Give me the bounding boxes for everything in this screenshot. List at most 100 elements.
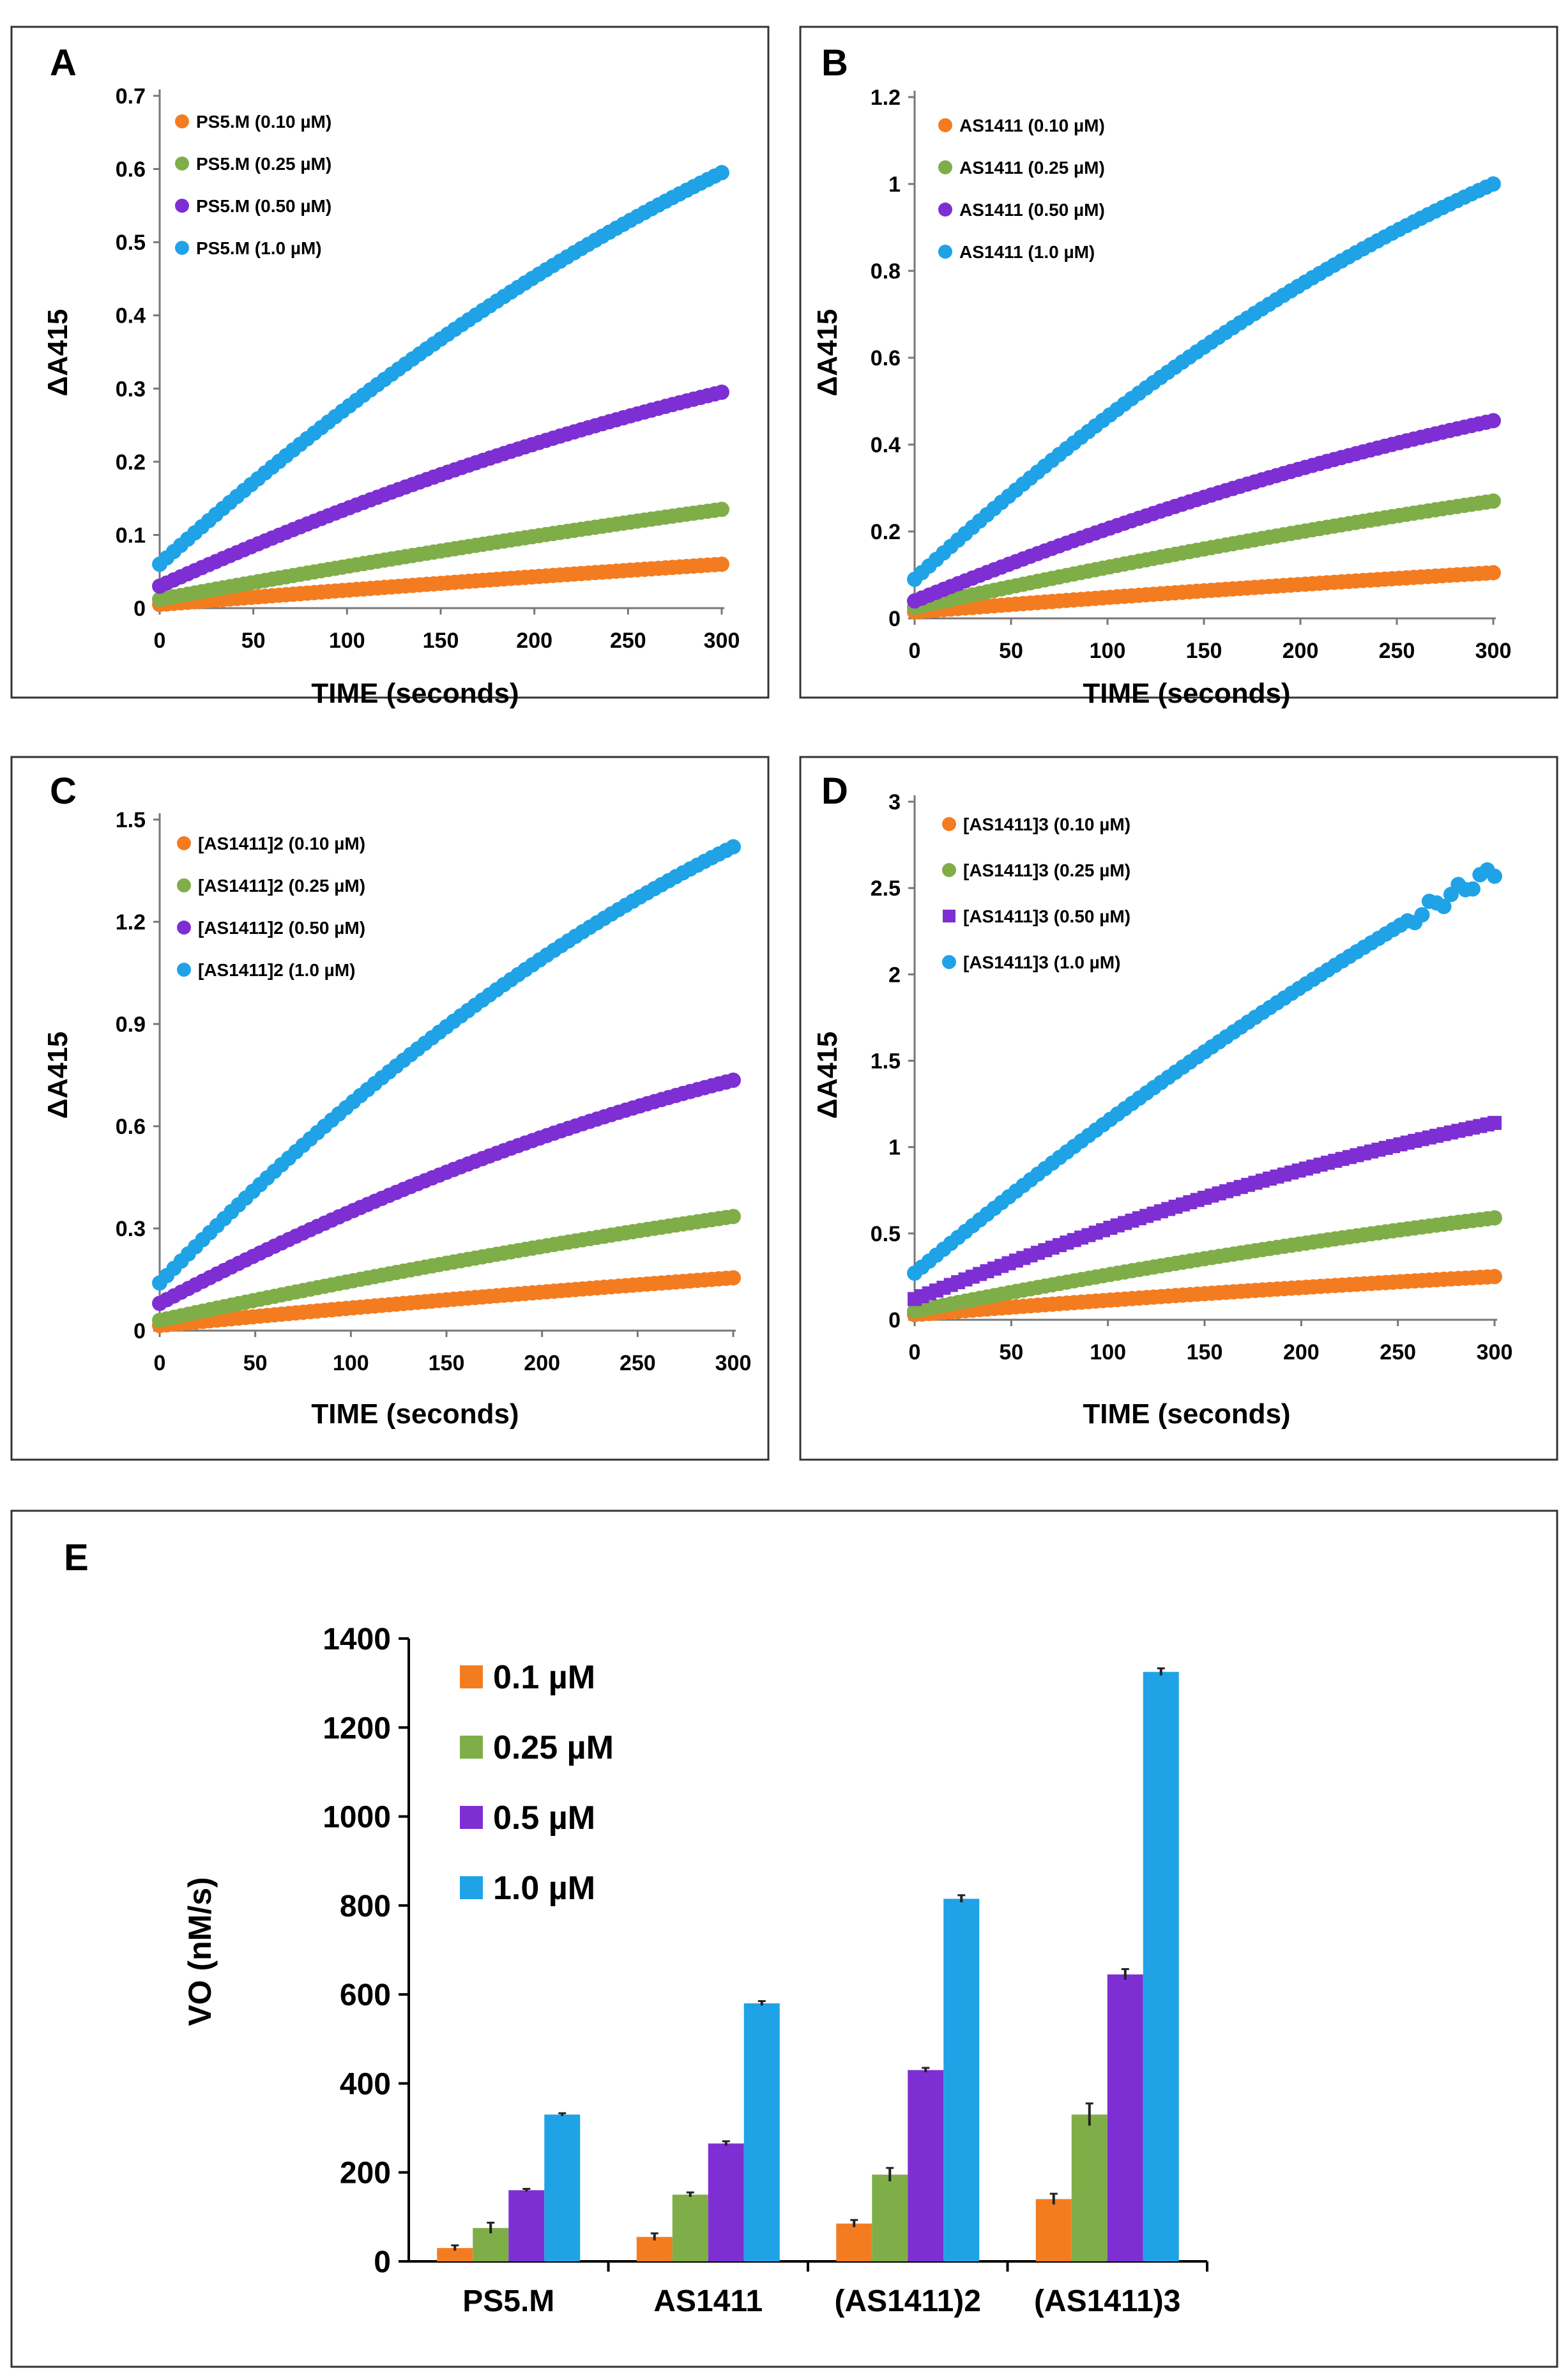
legend-marker (460, 1665, 483, 1688)
legend-label: AS1411 (0.10 µM) (959, 116, 1105, 135)
panel-letter: D (821, 770, 848, 812)
bar (672, 2194, 708, 2261)
legend-label: PS5.M (0.10 µM) (196, 112, 331, 132)
legend-label: [AS1411]2 (0.25 µM) (198, 876, 365, 896)
legend: AS1411 (0.10 µM) AS1411 (0.25 µM) AS1411 (… (938, 116, 1105, 262)
y-tick-label: 1 (888, 172, 901, 197)
x-tick-label: 200 (1283, 1340, 1320, 1364)
legend-marker (175, 241, 189, 255)
data-point (1487, 1210, 1502, 1226)
x-category-label: (AS1411)3 (1034, 2284, 1180, 2318)
y-tick-label: 0.4 (871, 433, 901, 457)
legend-label: [AS1411]2 (1.0 µM) (198, 960, 355, 980)
legend-marker (938, 245, 952, 259)
legend-label: [AS1411]3 (0.10 µM) (963, 814, 1130, 834)
series-as1411-2-0-10-m (152, 1270, 741, 1333)
panel-letter: B (821, 42, 848, 84)
y-tick-label: 0.6 (116, 1115, 146, 1139)
data-point (726, 839, 741, 855)
y-tick-label: 0.2 (871, 520, 901, 544)
y-axis-title: ΔA415 (42, 1032, 73, 1119)
legend-marker (177, 921, 191, 935)
y-tick-label: 1.5 (871, 1050, 901, 1074)
x-axis-title: TIME (seconds) (311, 678, 519, 709)
bar (473, 2228, 509, 2261)
x-tick-label: 0 (154, 1351, 166, 1375)
data-point (1486, 565, 1501, 581)
y-tick-label: 0 (888, 607, 901, 631)
series-as1411-3-0-10-m (907, 1269, 1502, 1322)
y-tick-label: 0.3 (116, 1217, 146, 1241)
y-tick-label: 0 (374, 2245, 391, 2279)
x-tick-label: 50 (243, 1351, 268, 1375)
legend-label: [AS1411]3 (1.0 µM) (963, 952, 1120, 972)
series-as1411-2-1-0-m (152, 839, 741, 1291)
y-tick-label: 0.3 (116, 377, 146, 401)
x-tick-label: 0 (909, 1340, 921, 1364)
x-axis-title: TIME (seconds) (311, 1398, 519, 1430)
x-tick-label: 100 (333, 1351, 369, 1375)
legend: [AS1411]3 (0.10 µM) [AS1411]3 (0.25 µM) [A… (942, 814, 1130, 972)
x-tick-label: 0 (154, 629, 166, 653)
legend: PS5.M (0.10 µM) PS5.M (0.25 µM) PS5.M (0.5… (175, 112, 331, 258)
data-point (714, 165, 729, 181)
y-tick-label: 800 (340, 1890, 391, 1923)
x-tick-label: 250 (610, 629, 646, 653)
x-tick-label: 50 (999, 639, 1023, 663)
panel-a: A 0 0.1 0.2 0.3 0.4 0.5 0.6 0.7 0 50 100 150 200 250 30… (10, 26, 770, 709)
y-tick-label: 2.5 (871, 876, 901, 901)
bar (544, 2114, 581, 2261)
legend-marker (938, 203, 952, 217)
data-point (1465, 881, 1480, 897)
panel-letter: C (50, 770, 77, 812)
panel-frame (10, 756, 770, 1461)
panel-d: D 0 0.5 1 1.5 2 2.5 3 0 50 100 150 200 250 300 TIME (se… (799, 756, 1558, 1461)
x-category-label: AS1411 (653, 2284, 763, 2318)
y-tick-label: 0.5 (116, 231, 146, 255)
y-tick-label: 2 (888, 963, 901, 987)
series-as1411-3-0-50-m (908, 1115, 1502, 1306)
legend-marker (943, 910, 955, 922)
x-tick-label: 150 (1186, 639, 1222, 663)
y-tick-label: 0 (133, 597, 146, 621)
panel-e: E 0 200 400 600 800 1000 1200 1400 PS5.M AS1411 (AS… (10, 1510, 1558, 2368)
legend-marker (942, 817, 956, 831)
y-tick-label: 0.2 (116, 450, 146, 475)
bar (1071, 2114, 1107, 2261)
bar (437, 2248, 473, 2261)
x-tick-label: 150 (429, 1351, 465, 1375)
y-tick-label: 1400 (323, 1623, 391, 1656)
bar (908, 2070, 944, 2261)
panel-letter: A (50, 42, 77, 84)
x-axis-title: TIME (seconds) (1083, 1398, 1290, 1430)
bar (872, 2174, 908, 2261)
x-axis-title: TIME (seconds) (1083, 678, 1290, 709)
y-axis-title: ΔA415 (42, 309, 73, 397)
data-point (1486, 493, 1501, 509)
y-tick-label: 0.6 (871, 346, 901, 371)
x-tick-label: 200 (1283, 639, 1319, 663)
y-tick-label: 1200 (323, 1711, 391, 1745)
y-tick-label: 0.8 (871, 259, 901, 284)
y-tick-label: 0.6 (116, 158, 146, 182)
y-tick-label: 200 (340, 2157, 391, 2190)
y-tick-label: 0.9 (116, 1013, 146, 1037)
panel-frame (799, 756, 1558, 1461)
y-axis-title: ΔA415 (812, 1032, 843, 1119)
legend-marker (460, 1876, 483, 1899)
series-ps5-m-1-0-m (152, 165, 729, 572)
panel-b: B 0 0.2 0.4 0.6 0.8 1 1.2 0 50 100 150 200 250 300 TIME… (799, 26, 1558, 709)
y-tick-label: 1.2 (116, 910, 146, 935)
panel-letter: E (64, 1537, 89, 1578)
x-tick-label: 300 (1477, 1340, 1513, 1364)
x-tick-label: 200 (516, 629, 552, 653)
bar (836, 2223, 872, 2261)
data-point (1487, 868, 1502, 884)
legend-label: AS1411 (0.25 µM) (959, 158, 1105, 178)
x-category-label: PS5.M (462, 2284, 554, 2318)
series-as1411-0-50-m (907, 413, 1501, 609)
bar (1143, 1672, 1179, 2261)
x-tick-label: 100 (329, 629, 365, 653)
series-as1411-1-0-m (907, 176, 1501, 587)
x-tick-label: 150 (423, 629, 459, 653)
